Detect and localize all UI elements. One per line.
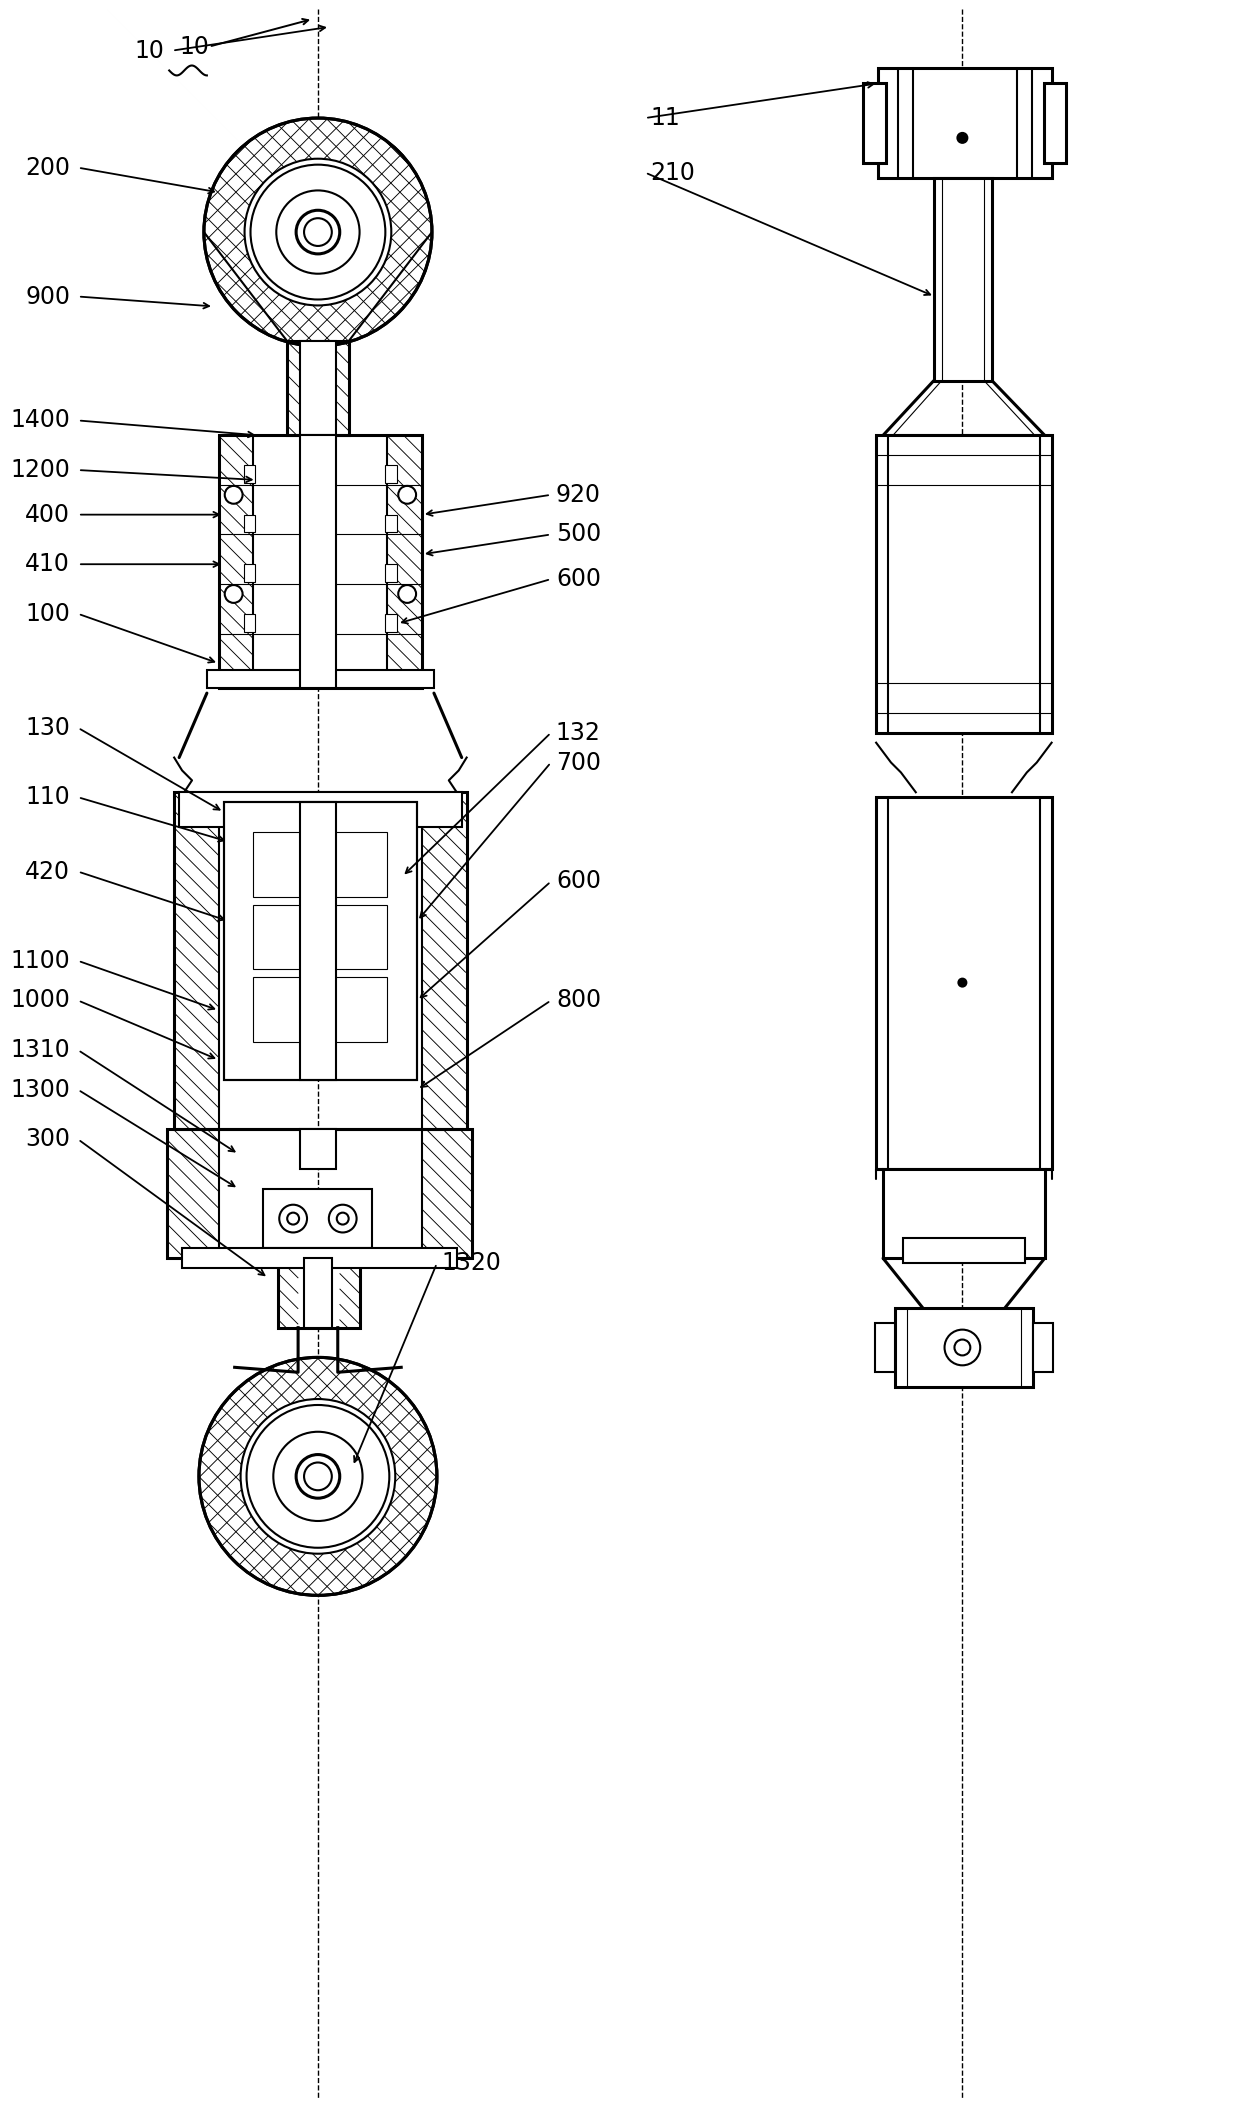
Polygon shape (386, 614, 397, 631)
Polygon shape (300, 801, 336, 1080)
Polygon shape (243, 515, 255, 531)
Text: 130: 130 (25, 715, 71, 740)
Circle shape (244, 158, 392, 306)
Text: 920: 920 (556, 483, 601, 506)
Polygon shape (179, 694, 207, 782)
Polygon shape (875, 1322, 895, 1373)
Circle shape (198, 1358, 436, 1594)
Polygon shape (877, 797, 1052, 1168)
Polygon shape (300, 434, 336, 688)
Polygon shape (243, 466, 255, 483)
Polygon shape (253, 905, 387, 970)
Circle shape (957, 133, 967, 143)
Polygon shape (1033, 1322, 1053, 1373)
Circle shape (247, 1405, 389, 1548)
Polygon shape (386, 466, 397, 483)
Text: 11: 11 (650, 105, 680, 131)
Text: 200: 200 (25, 156, 71, 179)
Circle shape (288, 1213, 299, 1225)
Text: 1200: 1200 (10, 458, 71, 483)
Polygon shape (934, 177, 992, 382)
Polygon shape (304, 1259, 332, 1329)
Circle shape (296, 211, 340, 253)
Polygon shape (253, 831, 387, 896)
Polygon shape (263, 1189, 372, 1249)
Polygon shape (300, 342, 336, 434)
Text: 132: 132 (556, 721, 600, 744)
Text: 1310: 1310 (10, 1038, 71, 1063)
Circle shape (279, 1204, 308, 1232)
Polygon shape (300, 1128, 336, 1168)
Circle shape (277, 190, 360, 274)
Circle shape (398, 485, 417, 504)
Circle shape (959, 979, 966, 987)
Circle shape (273, 1432, 362, 1521)
Polygon shape (207, 671, 434, 688)
Polygon shape (223, 801, 417, 1080)
Text: 1320: 1320 (441, 1251, 502, 1276)
Text: 110: 110 (25, 785, 71, 810)
Polygon shape (877, 434, 1052, 732)
Circle shape (398, 584, 417, 603)
Circle shape (337, 1213, 348, 1225)
Polygon shape (883, 1168, 1044, 1259)
Text: 500: 500 (556, 523, 601, 546)
Text: 900: 900 (25, 285, 71, 308)
Circle shape (304, 1462, 332, 1491)
Text: 300: 300 (25, 1128, 71, 1152)
Circle shape (224, 485, 243, 504)
Polygon shape (243, 614, 255, 631)
Text: 10: 10 (134, 38, 164, 63)
Circle shape (241, 1398, 396, 1554)
Polygon shape (1044, 84, 1066, 162)
Circle shape (250, 165, 386, 299)
Text: 1400: 1400 (10, 409, 71, 432)
Text: 400: 400 (25, 502, 71, 527)
Text: 600: 600 (556, 869, 601, 894)
Circle shape (329, 1204, 357, 1232)
Text: 600: 600 (556, 567, 601, 591)
Circle shape (945, 1329, 981, 1365)
Text: 10: 10 (179, 34, 208, 59)
Polygon shape (863, 84, 887, 162)
Text: 1000: 1000 (10, 989, 71, 1012)
Text: 410: 410 (25, 553, 71, 576)
Polygon shape (895, 1308, 1033, 1388)
Circle shape (959, 1343, 966, 1352)
Circle shape (304, 217, 332, 247)
Text: 1300: 1300 (10, 1078, 71, 1101)
Circle shape (203, 118, 432, 346)
Polygon shape (253, 976, 387, 1042)
Text: 420: 420 (25, 860, 71, 884)
Text: 700: 700 (556, 751, 601, 774)
Circle shape (955, 1339, 971, 1356)
Polygon shape (386, 565, 397, 582)
Polygon shape (182, 1249, 456, 1268)
Polygon shape (878, 67, 1052, 177)
Polygon shape (903, 1238, 1024, 1263)
Circle shape (296, 1455, 340, 1497)
Text: 100: 100 (25, 601, 71, 626)
Polygon shape (179, 793, 461, 827)
Polygon shape (243, 565, 255, 582)
Circle shape (224, 584, 243, 603)
Text: 800: 800 (556, 989, 601, 1012)
Text: 1100: 1100 (10, 949, 71, 972)
Polygon shape (386, 515, 397, 531)
Text: 210: 210 (650, 160, 694, 186)
